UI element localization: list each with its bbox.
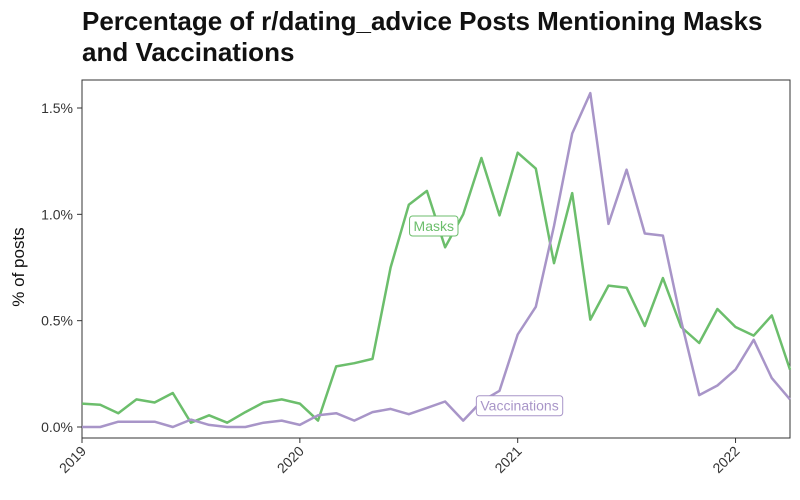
chart-title: Percentage of r/dating_advice Posts Ment… [82, 6, 763, 67]
series-line-vaccinations [82, 91, 791, 429]
x-tick-label: 2021 [491, 443, 524, 476]
y-tick-label: 1.0% [41, 206, 73, 222]
x-tick-label: 2020 [274, 443, 307, 476]
series-label-text: Masks [414, 218, 454, 234]
x-tick-label: 2022 [709, 443, 742, 476]
y-axis-label: % of posts [9, 227, 28, 306]
series-labels: Masks Vaccinations [409, 215, 564, 417]
plot-panel-border [81, 79, 791, 439]
series-label-vaccinations: Vaccinations [475, 395, 564, 417]
series-line-masks [81, 151, 792, 424]
series-label-box [409, 215, 459, 237]
series-label-box [475, 395, 564, 417]
y-tick-label: 1.5% [41, 100, 73, 116]
y-tick-label: 0.5% [41, 313, 73, 329]
x-tick-label: 2019 [56, 443, 89, 476]
series-label-masks: Masks [409, 215, 459, 237]
series-label-text: Vaccinations [480, 398, 558, 414]
y-tick-label: 0.0% [41, 419, 73, 435]
series-layer [81, 91, 792, 429]
axes: 0.0% 0.5% 1.0% 1.5% 2019 2020 2021 2022 [41, 79, 791, 476]
